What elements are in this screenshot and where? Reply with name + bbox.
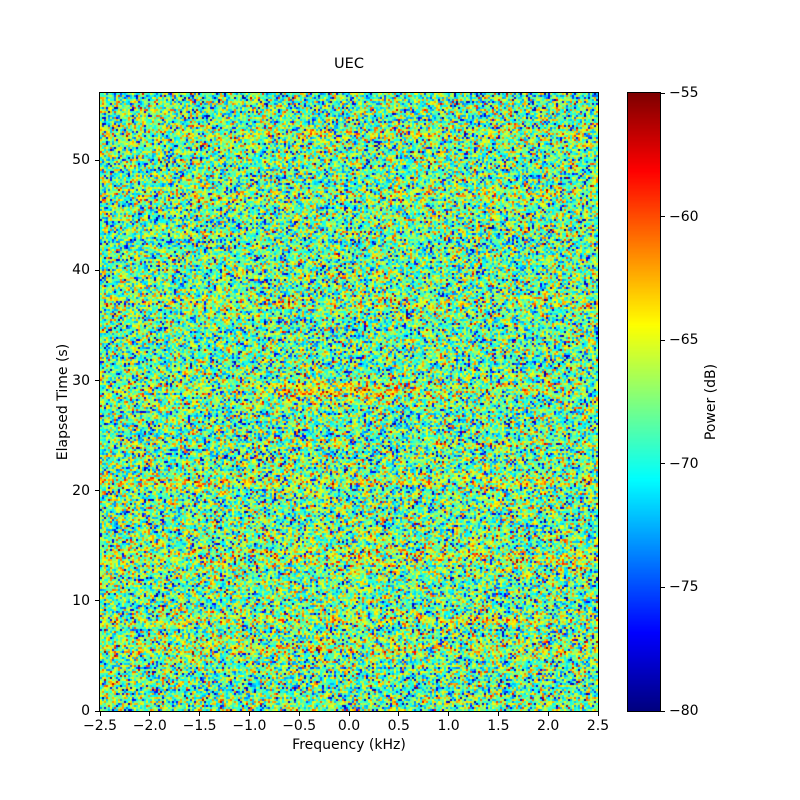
y-tick-mark: [95, 269, 99, 271]
colorbar-tick-label: −60: [669, 208, 699, 225]
colorbar-tick-mark: [661, 339, 665, 341]
x-tick-label: 1.0: [437, 718, 460, 734]
x-tick-label: −1.0: [232, 718, 267, 734]
colorbar-tick-label: −75: [669, 579, 699, 596]
colorbar-tick-mark: [661, 586, 665, 588]
x-tick-label: −0.5: [282, 718, 317, 734]
spectrogram-canvas: [100, 93, 598, 711]
y-tick-mark: [95, 159, 99, 161]
y-tick-mark: [95, 600, 99, 602]
x-tick-mark: [597, 712, 599, 716]
plot-title: UEC: [334, 56, 364, 72]
x-tick-mark: [248, 712, 250, 716]
colorbar-tick-mark: [661, 216, 665, 218]
x-tick-label: 0.5: [387, 718, 410, 734]
colorbar-tick-mark: [661, 710, 665, 712]
x-tick-label: 2.0: [537, 718, 560, 734]
x-tick-mark: [199, 712, 201, 716]
colorbar: [627, 92, 661, 712]
x-axis-label: Frequency (kHz): [292, 737, 406, 753]
y-tick-label: 0: [81, 703, 90, 719]
y-tick-mark: [95, 710, 99, 712]
x-tick-mark: [149, 712, 151, 716]
x-tick-mark: [348, 712, 350, 716]
y-tick-mark: [95, 380, 99, 382]
y-tick-label: 10: [72, 592, 90, 609]
y-tick-label: 30: [72, 372, 90, 389]
colorbar-tick-mark: [661, 463, 665, 465]
spectrogram-plot: [99, 92, 599, 712]
x-tick-mark: [298, 712, 300, 716]
y-axis-label: Elapsed Time (s): [55, 343, 71, 461]
colorbar-label: Power (dB): [703, 363, 719, 441]
x-tick-mark: [448, 712, 450, 716]
x-tick-mark: [497, 712, 499, 716]
x-tick-mark: [547, 712, 549, 716]
colorbar-tick-label: −65: [669, 332, 699, 349]
y-tick-label: 20: [72, 482, 90, 499]
x-tick-label: −1.5: [182, 718, 217, 734]
colorbar-tick-label: −55: [669, 85, 699, 101]
x-tick-mark: [99, 712, 101, 716]
x-tick-mark: [398, 712, 400, 716]
colorbar-tick-label: −80: [669, 703, 699, 719]
x-tick-label: 2.5: [586, 718, 610, 734]
y-tick-label: 50: [72, 152, 90, 169]
x-tick-label: 0.0: [337, 718, 361, 734]
x-tick-label: −2.0: [132, 718, 167, 734]
colorbar-canvas: [628, 93, 660, 711]
y-tick-label: 40: [72, 262, 90, 279]
y-tick-mark: [95, 490, 99, 492]
x-tick-label: 1.5: [487, 718, 510, 734]
colorbar-tick-mark: [661, 92, 665, 94]
x-tick-label: −2.5: [83, 718, 117, 734]
colorbar-tick-label: −70: [669, 455, 699, 472]
